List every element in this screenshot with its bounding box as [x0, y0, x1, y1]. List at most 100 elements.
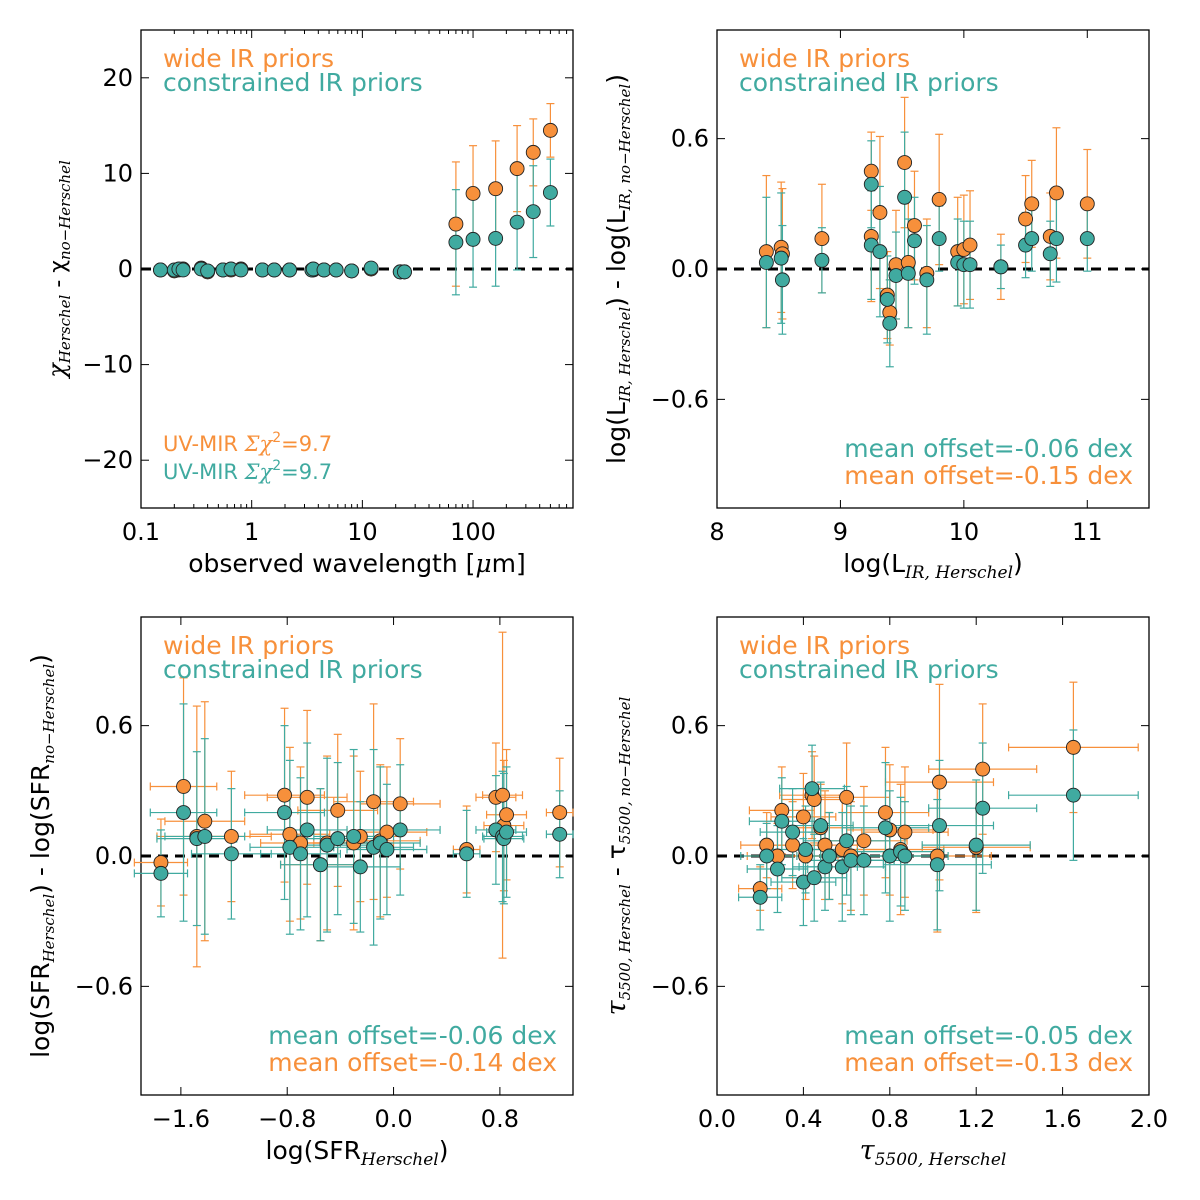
- data-point: [907, 233, 922, 249]
- data-point: [448, 234, 464, 250]
- x-tick-label: 0.0: [698, 1105, 736, 1133]
- y-tick-label: 0: [118, 255, 133, 283]
- x-tick-label: −0.8: [258, 1105, 316, 1133]
- data-point: [1018, 211, 1034, 227]
- data-point: [888, 268, 904, 283]
- data-point: [839, 789, 855, 805]
- points-constrained: [153, 185, 558, 280]
- data-point: [932, 774, 947, 790]
- data-point: [266, 262, 282, 278]
- data-point: [785, 837, 801, 853]
- panel-lir: 8 9 10 11 −0.6 0.0 0.6 wide IR priorsconstraine…: [602, 29, 1150, 583]
- data-point: [878, 805, 893, 820]
- data-point: [774, 813, 790, 829]
- x-tick-label: 2.0: [1130, 1105, 1168, 1133]
- data-point: [1065, 787, 1081, 803]
- data-point: [931, 192, 947, 207]
- data-point: [872, 244, 888, 260]
- y-tick-label: 10: [102, 159, 133, 187]
- data-point: [176, 805, 191, 820]
- x-tick-label: 100: [450, 518, 496, 546]
- data-point: [465, 186, 481, 201]
- data-point: [932, 818, 947, 834]
- x-tick-label: 1.6: [1044, 1105, 1082, 1133]
- x-tick-label: 9: [833, 518, 848, 546]
- data-point: [328, 262, 344, 278]
- data-point: [993, 259, 1009, 275]
- data-point: [153, 865, 169, 881]
- legend-constrained: constrained IR priors: [163, 68, 423, 97]
- data-point: [1024, 196, 1040, 212]
- annotation-constrained: mean offset=-0.06 dex: [844, 434, 1133, 463]
- data-point: [879, 291, 895, 307]
- data-point: [872, 205, 888, 220]
- data-point: [282, 262, 298, 278]
- annotation-constrained: mean offset=-0.05 dex: [844, 1021, 1133, 1050]
- points-constrained: [752, 781, 1081, 905]
- x-tick-label: 1.2: [957, 1105, 995, 1133]
- data-point: [459, 846, 475, 862]
- data-point: [929, 857, 945, 873]
- y-axis-label: τ5500, Herschel - τ5500, no−Herschel: [601, 696, 634, 1015]
- data-point: [465, 231, 481, 247]
- data-point: [542, 122, 558, 138]
- data-point: [223, 846, 239, 862]
- points-constrained: [153, 805, 568, 881]
- annotation-wide: mean offset=-0.13 dex: [844, 1048, 1133, 1077]
- x-axis-label: log(LIR, Herschel): [843, 549, 1023, 583]
- data-point: [897, 155, 913, 170]
- data-point: [1079, 231, 1095, 247]
- data-point: [968, 837, 984, 853]
- y-axis-label: log(SFRHerschel) - log(SFRno−Herschel): [26, 654, 58, 1058]
- data-point: [798, 842, 814, 857]
- data-point: [352, 859, 368, 875]
- panel-sfr: −1.6 −0.8 0.0 0.8 −0.6 0.0 0.6 wide IR priorsco…: [26, 616, 574, 1170]
- data-point: [897, 824, 913, 840]
- y-axis-label: log(LIR, Herschel) - log(LIR, no−Hersche…: [602, 74, 634, 464]
- data-point: [542, 185, 558, 200]
- data-point: [839, 833, 855, 849]
- legend-wide: wide IR priors: [163, 44, 334, 73]
- legend-constrained: constrained IR priors: [739, 655, 999, 684]
- y-axis-label: χHerschel - χno−Herschel: [43, 160, 74, 380]
- data-point: [1065, 739, 1081, 755]
- data-point: [900, 265, 916, 281]
- x-tick-label: 0.1: [122, 518, 160, 546]
- data-point: [282, 839, 298, 855]
- data-point: [176, 779, 191, 794]
- data-point: [931, 231, 947, 247]
- legend-wide: wide IR priors: [163, 631, 334, 660]
- data-point: [299, 789, 315, 805]
- data-point: [379, 842, 395, 857]
- data-point: [919, 272, 935, 288]
- data-point: [813, 818, 829, 834]
- data-point: [509, 161, 525, 177]
- data-point: [366, 794, 382, 810]
- data-point: [975, 800, 991, 816]
- y-tick-label: 0.6: [671, 125, 709, 153]
- x-tick-label: 10: [949, 518, 980, 546]
- x-tick-label: 1: [244, 518, 259, 546]
- y-tick-label: −0.6: [75, 972, 133, 1000]
- legend-constrained: constrained IR priors: [739, 68, 999, 97]
- data-point: [346, 828, 362, 844]
- data-point: [233, 262, 249, 278]
- data-point: [856, 833, 872, 849]
- data-point: [897, 189, 913, 205]
- data-point: [975, 761, 991, 777]
- x-tick-label: 0.8: [481, 1105, 519, 1133]
- points-wide: [752, 739, 1081, 897]
- points-wide: [758, 155, 1095, 320]
- x-tick-label: 10: [347, 518, 378, 546]
- data-point: [392, 822, 408, 838]
- data-point: [197, 828, 213, 844]
- data-point: [319, 837, 335, 853]
- x-axis-label: log(SFRHerschel): [266, 1136, 449, 1170]
- data-point: [153, 262, 168, 278]
- data-point: [509, 214, 525, 230]
- data-point: [1079, 196, 1095, 212]
- data-point: [1042, 246, 1058, 262]
- legend-wide: wide IR priors: [739, 631, 910, 660]
- data-point: [312, 857, 328, 873]
